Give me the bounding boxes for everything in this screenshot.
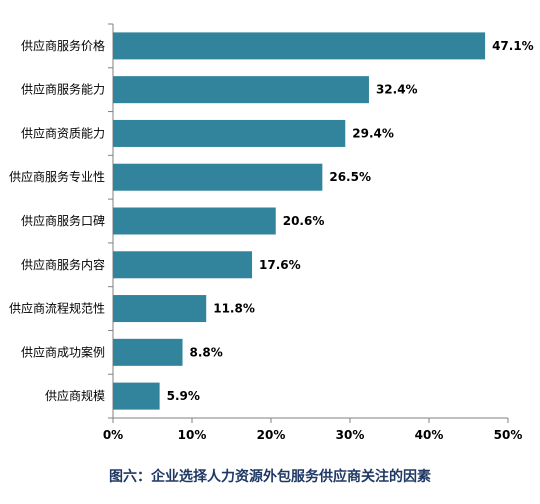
x-tick-label: 30% [336, 428, 365, 442]
category-label: 供应商服务能力 [21, 82, 105, 97]
data-label: 5.9% [167, 389, 200, 403]
category-label: 供应商服务内容 [21, 257, 105, 272]
bar [113, 32, 486, 60]
data-label: 8.8% [190, 345, 223, 359]
data-label: 47.1% [492, 39, 534, 53]
category-label: 供应商服务专业性 [9, 169, 105, 184]
category-label: 供应商规模 [45, 388, 105, 403]
data-label: 17.6% [259, 258, 301, 272]
bar [113, 295, 207, 323]
data-label: 11.8% [213, 302, 255, 316]
chart-title: 图六：企业选择人力资源外包服务供应商关注的因素 [109, 469, 431, 485]
bar [113, 207, 276, 235]
x-tick-label: 0% [103, 428, 123, 442]
category-label: 供应商服务口碑 [21, 213, 105, 228]
data-label: 29.4% [352, 126, 394, 140]
x-tick-label: 50% [494, 428, 523, 442]
bar [113, 163, 323, 191]
category-label: 供应商流程规范性 [9, 301, 105, 316]
bar [113, 382, 160, 410]
bar [113, 338, 183, 366]
data-label: 32.4% [376, 83, 418, 97]
data-label: 26.5% [329, 170, 371, 184]
bar [113, 251, 253, 279]
category-label: 供应商成功案例 [21, 344, 105, 359]
bar [113, 76, 369, 104]
data-label: 20.6% [283, 214, 325, 228]
bar [113, 119, 346, 147]
x-tick-label: 40% [415, 428, 444, 442]
category-label: 供应商服务价格 [21, 38, 105, 53]
category-label: 供应商资质能力 [21, 125, 105, 140]
x-tick-label: 20% [257, 428, 286, 442]
x-tick-label: 10% [178, 428, 207, 442]
